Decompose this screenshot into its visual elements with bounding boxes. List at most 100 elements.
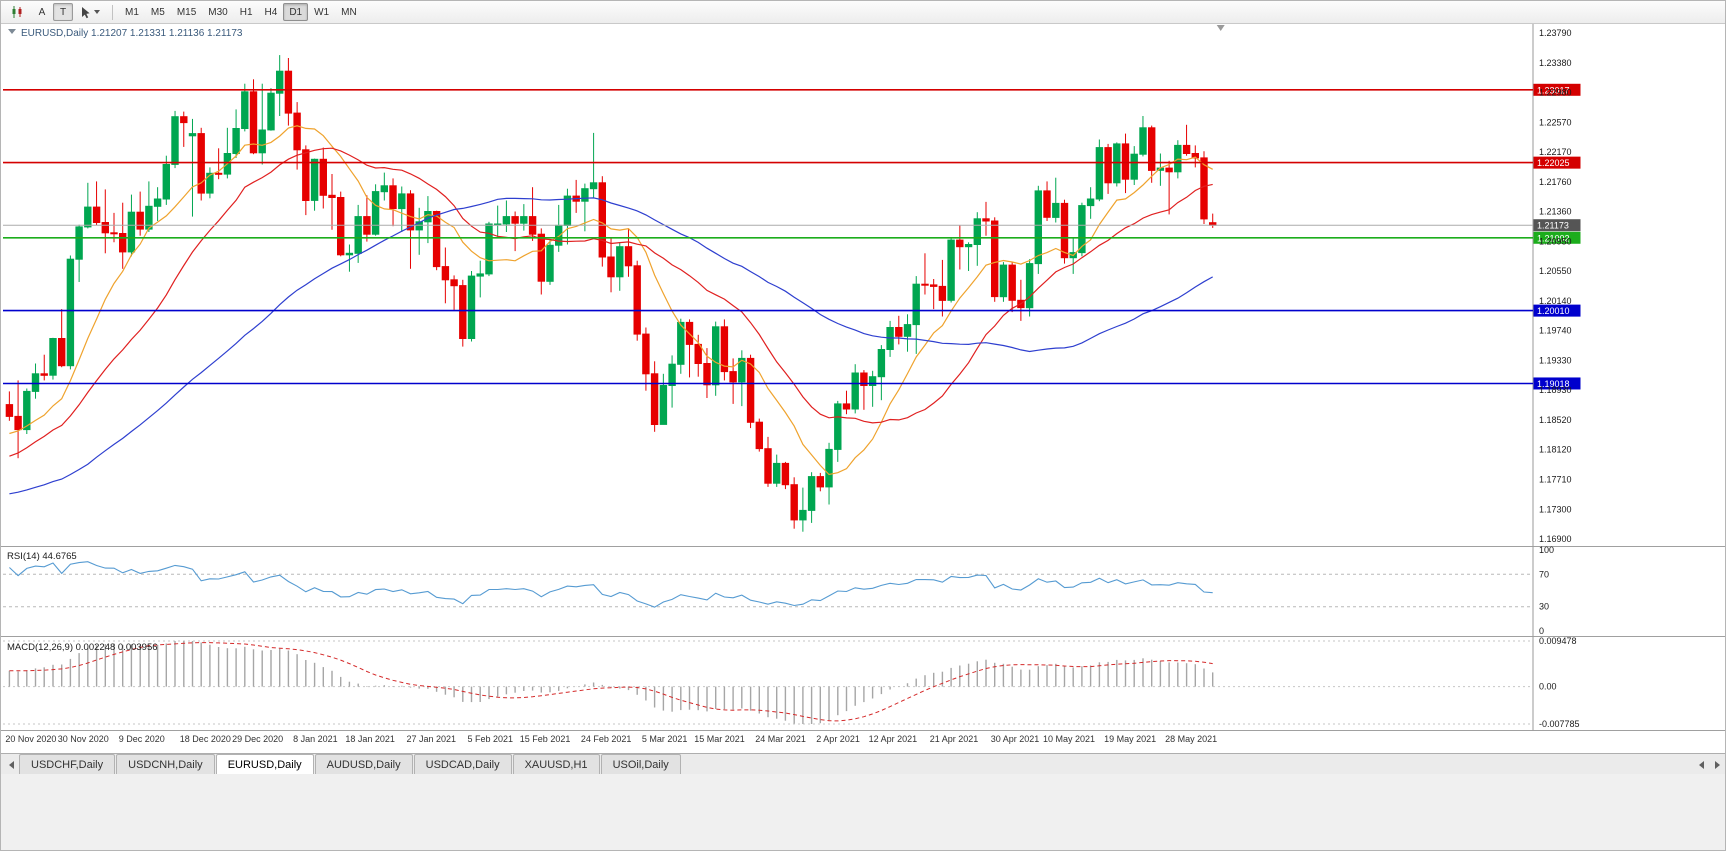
tab-scroll-next-icon [1714, 761, 1720, 769]
price-tick-label: 1.22170 [1539, 147, 1572, 157]
date-tick-label: 20 Nov 2020 [5, 734, 56, 744]
chart-tab-usdcnh[interactable]: USDCNH,Daily [116, 754, 215, 774]
candle [982, 218, 990, 222]
timeframe-button-m15[interactable]: M15 [176, 6, 197, 18]
chart-tab-usoil[interactable]: USOil,Daily [600, 754, 681, 774]
rsi-line [9, 561, 1213, 608]
candle [476, 273, 484, 277]
timeframe-group: M1 M5 M15 M30 H1 H4 D1 W1 MN [119, 3, 363, 21]
price-tag-1.22025 [1533, 156, 1581, 169]
status-area [1, 774, 1725, 850]
tab-scroll-next-button[interactable] [1709, 756, 1725, 774]
candle [398, 193, 406, 210]
chart-tab-eurusd[interactable]: EURUSD,Daily [215, 754, 314, 774]
chart-tab-usdcad[interactable]: USDCAD,Daily [413, 754, 512, 774]
chart-tab-usdchf[interactable]: USDCHF,Daily [19, 754, 116, 774]
price-tag-label: 1.23017 [1537, 85, 1570, 95]
price-tick-label: 1.18520 [1539, 415, 1572, 425]
price-tag-1.21002 [1533, 231, 1581, 244]
t-tool-button[interactable]: T [53, 3, 73, 21]
ma-line-10 [9, 125, 1213, 476]
candle [214, 172, 223, 175]
price-axis: 1.23790 1.23380 1.22980 1.22570 1.22170 1.217… [1539, 28, 1572, 544]
candle [712, 326, 720, 386]
chart-icon-button[interactable] [5, 3, 31, 21]
tab-scroll-left-button[interactable] [3, 756, 19, 774]
date-tick-label: 19 May 2021 [1104, 734, 1156, 744]
candle [633, 265, 641, 335]
timeframe-button-h1[interactable]: H1 [239, 6, 253, 18]
candle [616, 246, 624, 278]
one-click-trading-arrow-icon[interactable] [8, 29, 16, 34]
horizontal-line-objects[interactable]: 1.23017 1.22025 1.21002 1.20010 1.19018 1.211… [3, 83, 1581, 390]
chart-shift-marker-icon[interactable] [1216, 25, 1225, 31]
dropdown-caret-icon [94, 10, 100, 14]
date-tick-label: 21 Apr 2021 [930, 734, 979, 744]
date-tick-label: 10 May 2021 [1043, 734, 1095, 744]
price-tick-label: 1.22570 [1539, 118, 1572, 128]
date-tick-label: 2 Apr 2021 [816, 734, 860, 744]
candle [310, 158, 319, 201]
candle [659, 385, 668, 425]
candle [345, 252, 354, 256]
candle [1148, 127, 1156, 171]
candle [807, 476, 816, 511]
candle [485, 223, 493, 275]
candle [188, 133, 197, 137]
candle [258, 129, 266, 154]
date-tick-label: 24 Feb 2021 [581, 734, 632, 744]
price-tick-label: 1.20950 [1539, 237, 1572, 247]
candle [598, 182, 606, 258]
candle [537, 233, 545, 282]
date-tick-label: 30 Nov 2020 [58, 734, 109, 744]
cursor-tool-button[interactable] [74, 3, 106, 21]
price-tag-label: 1.22025 [1537, 158, 1570, 168]
candle [650, 373, 659, 425]
chart-tab-audusd[interactable]: AUDUSD,Daily [314, 754, 413, 774]
date-tick-label: 30 Apr 2021 [991, 734, 1040, 744]
main-toolbar: A T M1 M5 M15 M30 H1 H4 D1 W1 MN [1, 1, 1725, 24]
candle [589, 182, 598, 190]
candlestick-series [5, 55, 1217, 532]
timeframe-button-h4[interactable]: H4 [264, 6, 278, 18]
candle [668, 363, 676, 387]
timeframe-button-mn[interactable]: MN [341, 6, 357, 18]
candle [799, 509, 807, 521]
a-tool-button[interactable]: A [32, 3, 52, 21]
candle [903, 324, 912, 337]
date-tick-label: 18 Dec 2020 [180, 734, 231, 744]
candle [467, 275, 476, 340]
candle [947, 239, 955, 301]
candle [930, 284, 938, 287]
timeframe-button-m5[interactable]: M5 [150, 6, 165, 18]
candle [319, 158, 328, 196]
timeframe-button-w1[interactable]: W1 [314, 6, 330, 18]
candle [999, 264, 1008, 298]
timeframe-button-d1[interactable]: D1 [283, 3, 309, 21]
chart-tab-xauusd[interactable]: XAUUSD,H1 [512, 754, 600, 774]
price-tag-1.19018 [1533, 377, 1581, 390]
timeframe-button-m30[interactable]: M30 [208, 6, 228, 18]
candle [964, 244, 973, 248]
candle [677, 321, 685, 365]
candle [738, 357, 746, 383]
ma-line-50 [9, 197, 1213, 495]
candle [432, 211, 441, 268]
candle [459, 285, 467, 340]
chart-title: EURUSD,Daily 1.21207 1.21331 1.21136 1.2… [21, 28, 243, 39]
chart-area[interactable]: 1.23017 1.22025 1.21002 1.20010 1.19018 1.211… [1, 23, 1725, 753]
candle [66, 258, 75, 367]
candle [781, 462, 790, 486]
timeframe-button-m1[interactable]: M1 [125, 6, 139, 18]
candle [267, 92, 275, 131]
candle [1043, 190, 1051, 218]
candle [842, 403, 851, 410]
price-tick-label: 1.19330 [1539, 356, 1572, 366]
candle [241, 91, 249, 130]
price-tick-label: 1.21360 [1539, 206, 1572, 216]
candle [1034, 190, 1042, 265]
candle [40, 373, 48, 376]
candle [232, 128, 240, 154]
price-tick-label: 1.22980 [1539, 88, 1572, 98]
tab-scroll-prev-button[interactable] [1693, 756, 1709, 774]
